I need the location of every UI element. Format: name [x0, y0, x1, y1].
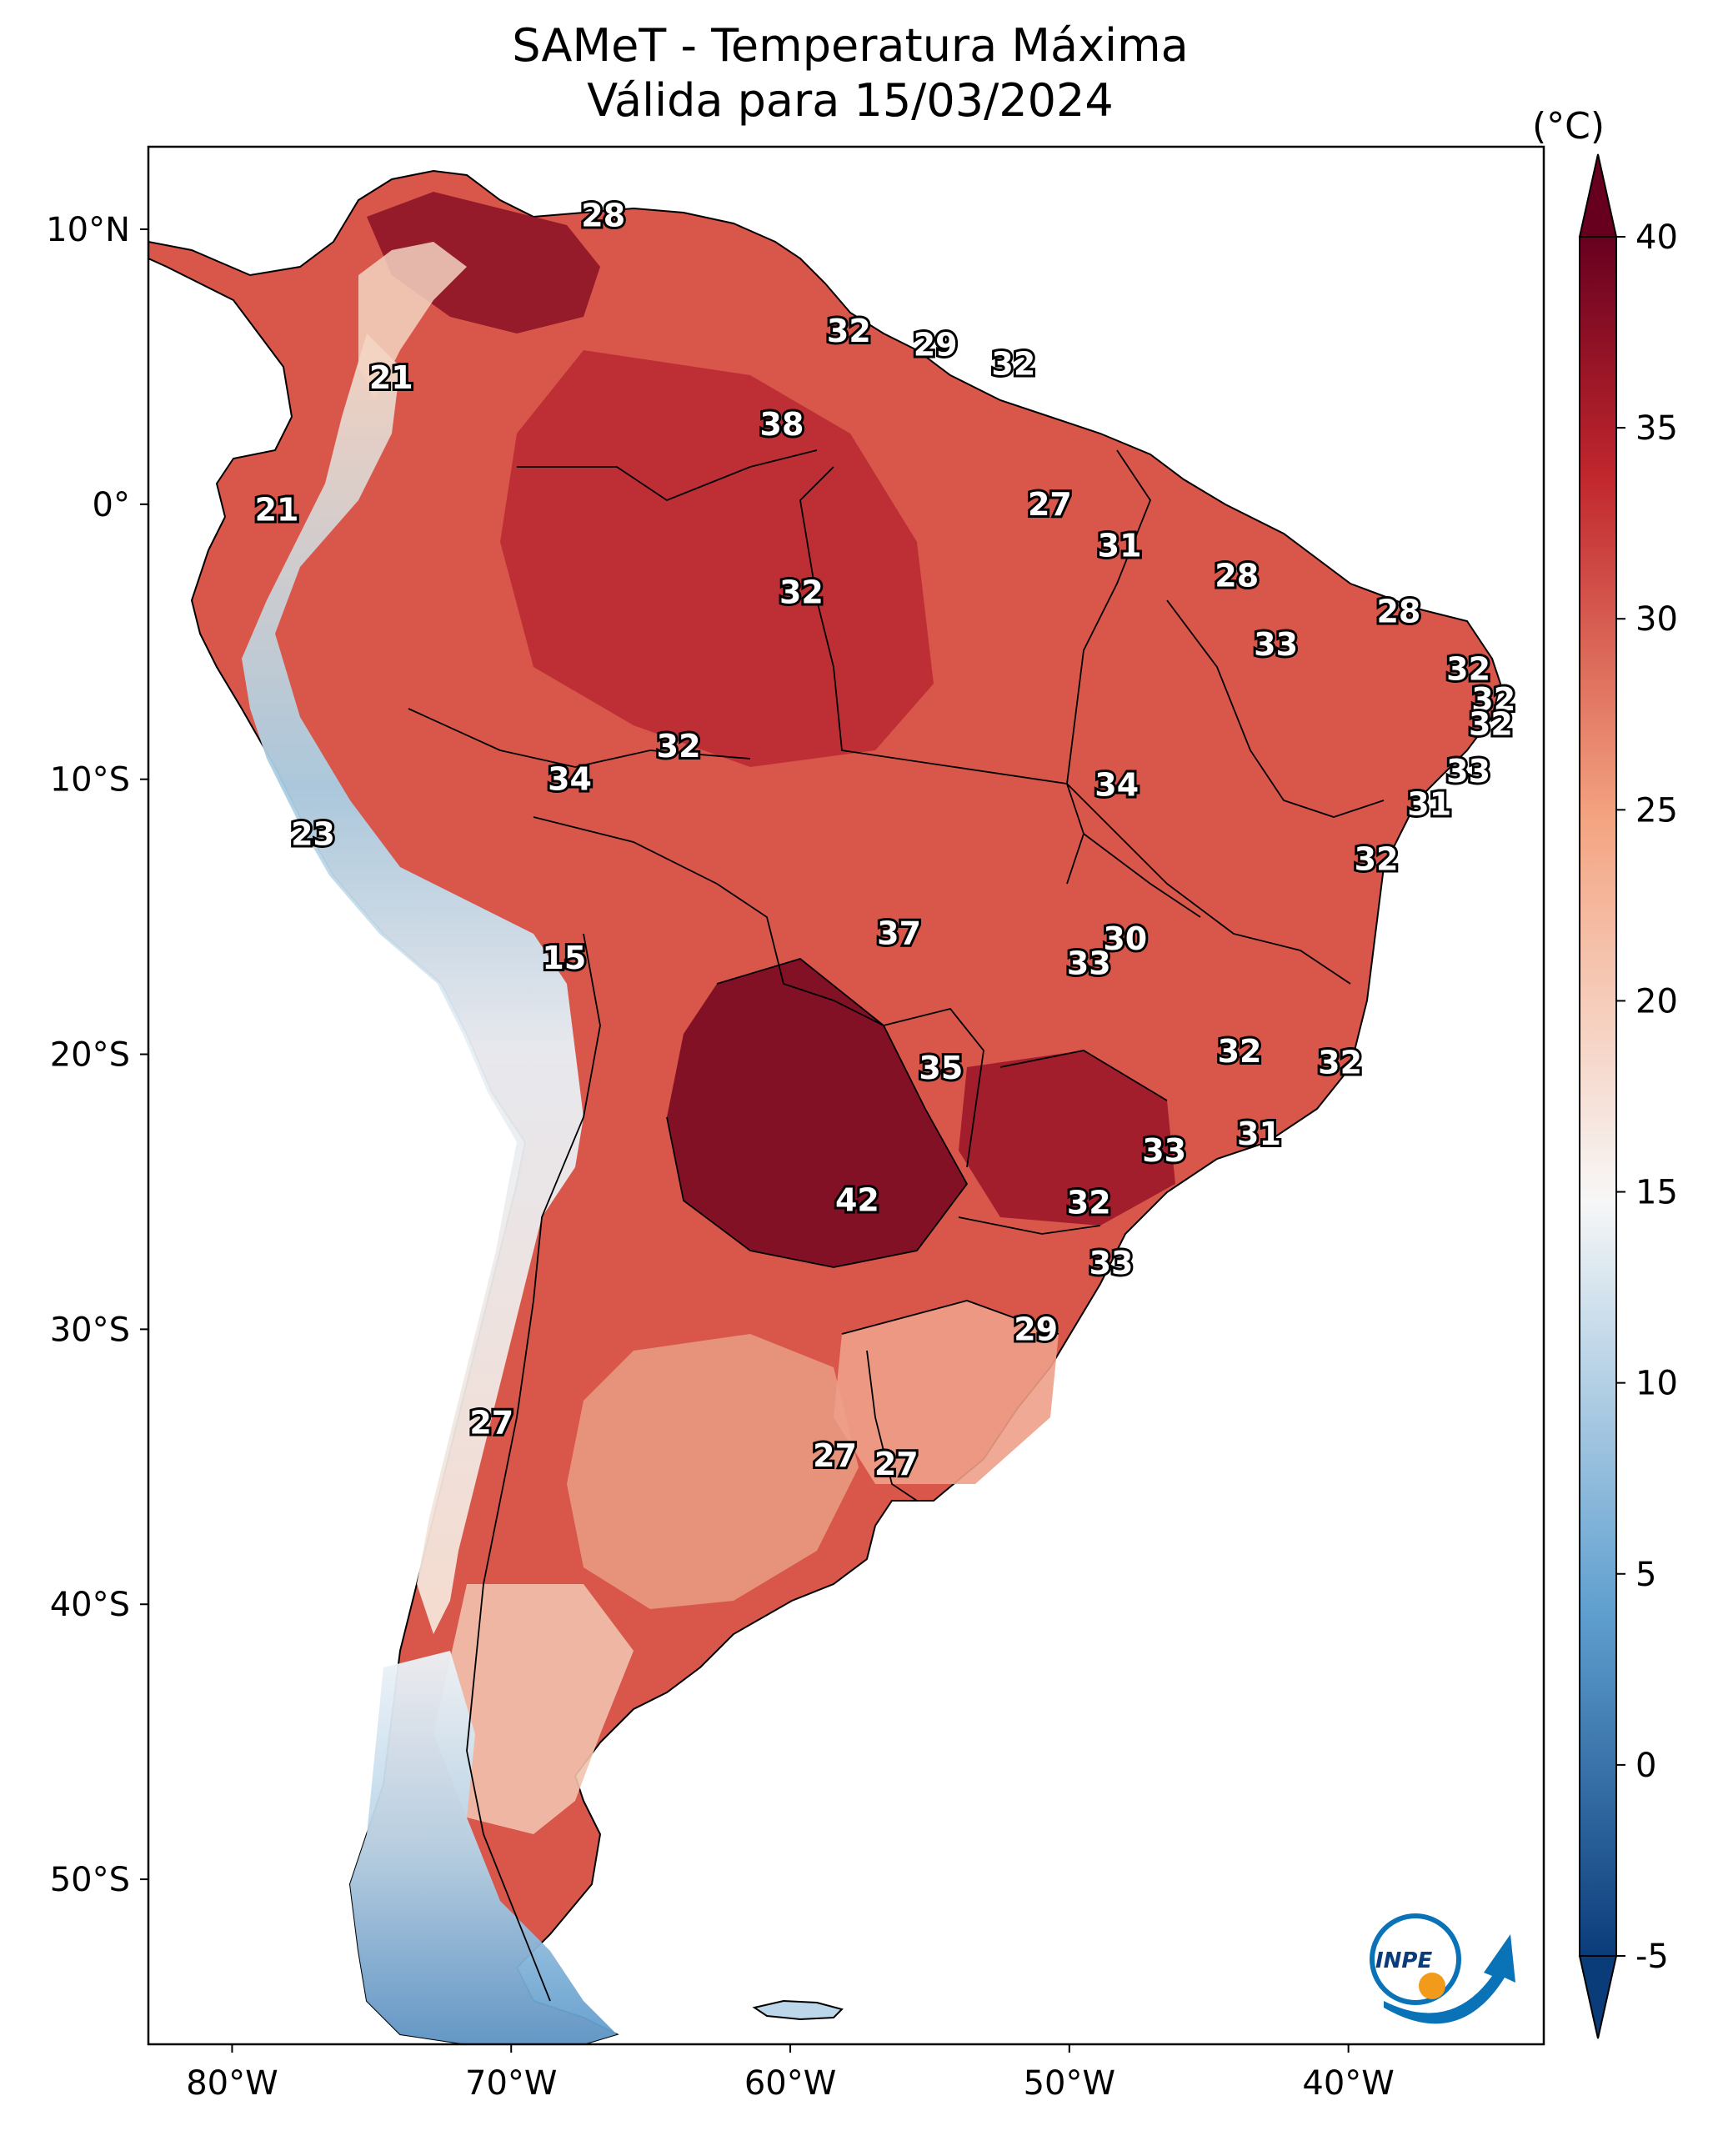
station-value: 27 — [874, 1446, 919, 1482]
lon-label: 40°W — [1302, 2064, 1394, 2103]
station-value: 33 — [1067, 945, 1111, 982]
station-value: 32 — [827, 313, 871, 349]
station-value: 28 — [1376, 593, 1420, 629]
station-value: 27 — [813, 1437, 857, 1474]
station-value: 31 — [1098, 527, 1142, 564]
hot-zone-chaco — [667, 959, 967, 1267]
colorbar-tick-label: 10 — [1635, 1365, 1678, 1403]
station-value: 23 — [291, 816, 335, 853]
station-value: 35 — [919, 1050, 963, 1086]
colorbar: 40 35 30 25 20 15 10 5 0 -5 — [1578, 153, 1678, 2039]
lat-label: 30°S — [50, 1311, 130, 1349]
lon-label: 50°W — [1024, 2064, 1115, 2103]
station-value: 15 — [542, 940, 586, 976]
station-value: 28 — [1215, 558, 1259, 594]
colorbar-tick-label: 25 — [1635, 791, 1678, 830]
colorbar-tick-label: -5 — [1635, 1938, 1669, 1976]
station-value: 32 — [1067, 1185, 1111, 1221]
lat-label: 50°S — [50, 1861, 130, 1899]
station-value: 31 — [1407, 785, 1451, 822]
latitude-labels: 10°N 0° 10°S 20°S 30°S 40°S 50°S — [46, 211, 130, 1899]
station-value: 32 — [1318, 1044, 1362, 1081]
colorbar-tick-label: 30 — [1635, 600, 1678, 639]
colorbar-tick-label: 0 — [1635, 1747, 1656, 1785]
station-value: 28 — [581, 197, 625, 233]
station-value: 37 — [877, 915, 921, 951]
colorbar-unit-label: (°C) — [1532, 105, 1605, 148]
station-value: 32 — [1218, 1033, 1262, 1070]
station-value: 33 — [1142, 1132, 1186, 1169]
colorbar-scale — [1579, 236, 1617, 1957]
station-value: 27 — [469, 1405, 513, 1442]
lat-label: 10°N — [46, 211, 130, 249]
longitude-labels: 80°W 70°W 60°W 50°W 40°W — [186, 2064, 1395, 2103]
colorbar-tick-label: 15 — [1635, 1174, 1678, 1212]
map-border — [147, 145, 1545, 2046]
colorbar-tick-label: 5 — [1635, 1556, 1656, 1594]
station-value: 32 — [991, 346, 1035, 383]
map-title: SAMeT - Temperatura Máxima Válida para 1… — [150, 18, 1550, 128]
station-value: 42 — [835, 1181, 879, 1218]
colorbar-top-arrow — [1578, 153, 1618, 238]
lat-label: 40°S — [50, 1586, 130, 1624]
station-value: 32 — [1469, 706, 1513, 743]
warm-zone-pampas — [567, 1334, 859, 1609]
station-value: 32 — [1446, 651, 1490, 688]
station-value: 32 — [779, 574, 824, 610]
patagonia-cool-zone — [350, 1651, 617, 2044]
lon-label: 60°W — [744, 2064, 836, 2103]
station-value: 34 — [548, 761, 592, 798]
station-value: 38 — [760, 406, 804, 443]
station-value: 27 — [1028, 486, 1072, 523]
lon-label: 80°W — [186, 2064, 278, 2103]
station-value: 29 — [914, 326, 958, 363]
lat-label: 20°S — [50, 1036, 130, 1075]
station-value: 33 — [1089, 1245, 1134, 1281]
hot-zone-amazon — [500, 350, 934, 767]
colorbar-tick-label: 35 — [1635, 409, 1678, 448]
inpe-logo-sun — [1419, 1973, 1445, 1999]
station-value: 34 — [1094, 766, 1139, 803]
andes-cool-band — [242, 333, 584, 1634]
map-title-line1: SAMeT - Temperatura Máxima — [512, 19, 1189, 72]
colorbar-tick-label: 20 — [1635, 982, 1678, 1020]
colorbar-bottom-arrow — [1578, 1955, 1618, 2039]
colorbar-tick-label: 40 — [1635, 218, 1678, 257]
inpe-logo-arrow — [1384, 1934, 1515, 2024]
axis-ticks — [140, 228, 1350, 2053]
station-value: 31 — [1237, 1116, 1281, 1152]
station-value: 33 — [1446, 753, 1490, 790]
station-value: 32 — [1471, 681, 1515, 718]
warm-zone-uruguay — [834, 1301, 1059, 1484]
station-value: 33 — [1254, 626, 1298, 663]
station-value: 30 — [1103, 920, 1147, 957]
falkland-islands — [752, 1999, 844, 2021]
lon-label: 70°W — [465, 2064, 557, 2103]
station-value: 29 — [1014, 1311, 1058, 1347]
station-value: 32 — [1355, 840, 1399, 877]
station-value: 21 — [369, 359, 413, 396]
colorbar-ticks: 40 35 30 25 20 15 10 5 0 -5 — [1616, 218, 1678, 1976]
inpe-logo-orbit — [1370, 1913, 1461, 2005]
station-value: 32 — [657, 728, 701, 765]
warm-zone-patagonia — [433, 1584, 634, 1834]
lat-label: 10°S — [50, 761, 130, 800]
country-borders — [408, 449, 1385, 2002]
map-title-line2: Válida para 15/03/2024 — [587, 74, 1114, 127]
northern-andes-cool — [358, 242, 467, 400]
inpe-logo: INPE — [1370, 1913, 1515, 2024]
lat-label: 0° — [93, 486, 130, 524]
inpe-logo-text: INPE — [1375, 1948, 1432, 1973]
station-value: 21 — [255, 491, 299, 528]
hot-zone-southeast — [959, 1050, 1175, 1226]
